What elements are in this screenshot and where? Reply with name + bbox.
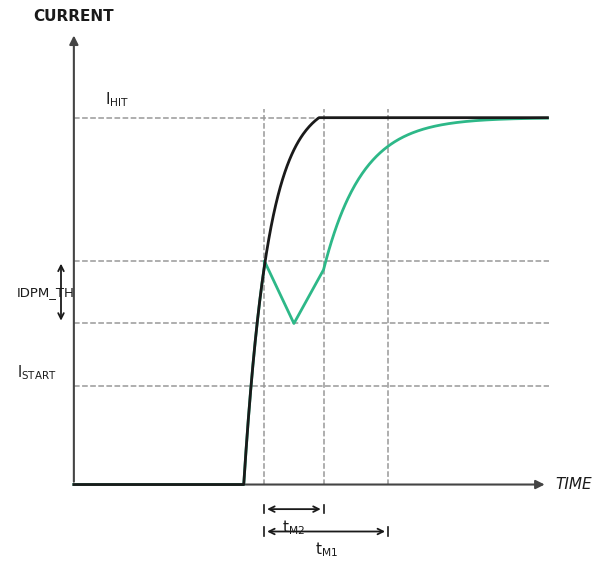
Text: I$_{\mathregular{START}}$: I$_{\mathregular{START}}$ [17, 363, 57, 382]
Text: t$_{\mathregular{M1}}$: t$_{\mathregular{M1}}$ [314, 541, 338, 559]
Text: CURRENT: CURRENT [34, 9, 114, 23]
Text: t$_{\mathregular{M2}}$: t$_{\mathregular{M2}}$ [283, 518, 305, 537]
Text: IDPM_TH: IDPM_TH [17, 285, 75, 299]
Text: I$_{\mathregular{HIT}}$: I$_{\mathregular{HIT}}$ [105, 90, 129, 109]
Text: TIME: TIME [555, 477, 592, 492]
